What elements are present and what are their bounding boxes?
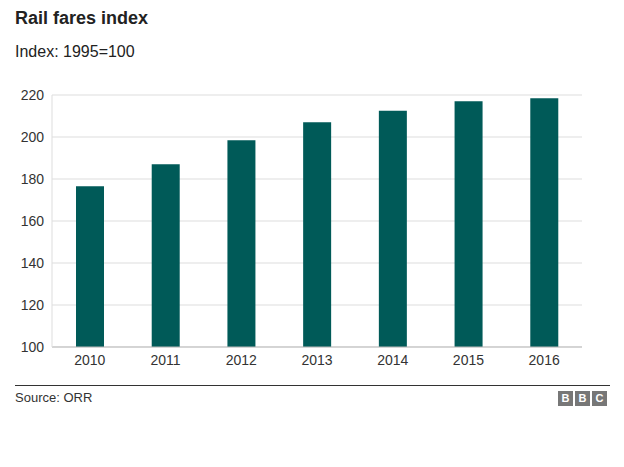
svg-text:2010: 2010 [74, 352, 105, 368]
svg-text:2014: 2014 [377, 352, 408, 368]
svg-text:200: 200 [21, 129, 45, 145]
svg-text:2013: 2013 [301, 352, 332, 368]
svg-text:2015: 2015 [453, 352, 484, 368]
svg-text:2011: 2011 [151, 352, 181, 368]
svg-text:120: 120 [21, 297, 45, 313]
svg-text:220: 220 [21, 87, 45, 103]
html-text:C: C [595, 392, 604, 404]
svg-text:180: 180 [21, 171, 45, 187]
svg-text:140: 140 [21, 255, 45, 271]
html-text:Index: 1995=100: Index: 1995=100 [15, 43, 135, 60]
svg-text:2016: 2016 [529, 352, 560, 368]
svg-text:100: 100 [21, 339, 45, 355]
html-text:Source: ORR: Source: ORR [15, 390, 93, 405]
svg-text:160: 160 [21, 213, 45, 229]
html-text:B: B [561, 392, 570, 404]
html-text:Rail fares index: Rail fares index [15, 8, 149, 28]
html-text:B: B [578, 392, 587, 404]
svg-text:2012: 2012 [226, 352, 257, 368]
